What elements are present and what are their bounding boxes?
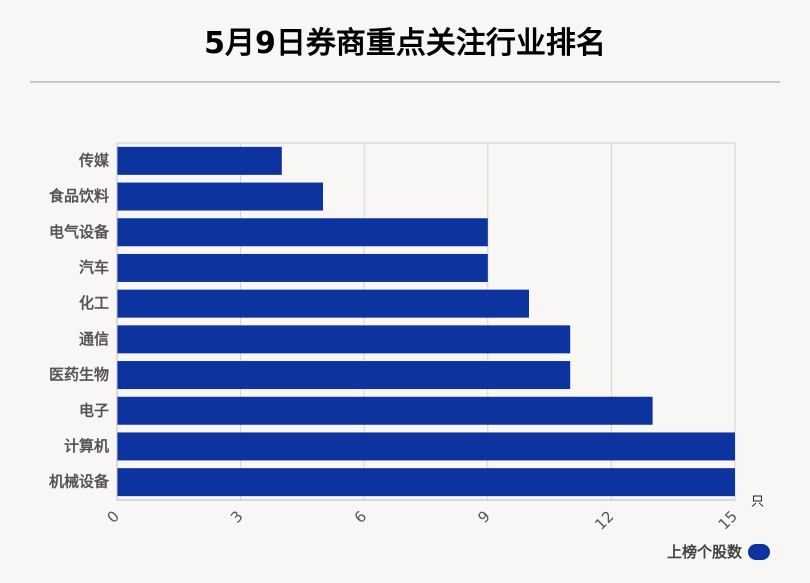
bar [117,146,282,175]
legend: 上榜个股数 [667,541,770,562]
y-category-label: 化工 [79,294,109,312]
legend-label: 上榜个股数 [666,543,742,561]
x-tick-label: 3 [227,507,246,526]
bar [117,468,735,497]
y-category-label: 通信 [79,330,109,348]
bar [117,253,488,282]
bar [117,289,529,318]
y-category-label: 传媒 [78,151,110,169]
chart-title: 5月9日券商重点关注行业排名 [204,26,606,61]
bar [117,361,571,390]
bar [117,182,323,211]
x-tick-label: 15 [715,507,741,533]
x-tick-label: 6 [351,507,370,526]
bar [117,432,735,461]
y-category-label: 机械设备 [49,473,110,491]
bar [117,218,488,247]
x-tick-label: 12 [591,507,617,533]
title-divider [30,81,780,83]
legend-swatch [748,543,770,560]
y-category-label: 电气设备 [49,223,110,241]
x-axis-unit: 只 [751,495,764,510]
x-tick-label: 9 [474,507,493,526]
y-category-label: 食品饮料 [49,187,109,205]
bar [117,396,653,425]
y-category-label: 电子 [79,401,109,419]
y-category-label: 汽车 [79,258,109,276]
x-tick-label: 0 [104,507,123,526]
y-category-label: 医药生物 [49,366,109,384]
y-category-label: 计算机 [64,437,109,455]
bar [117,325,571,354]
